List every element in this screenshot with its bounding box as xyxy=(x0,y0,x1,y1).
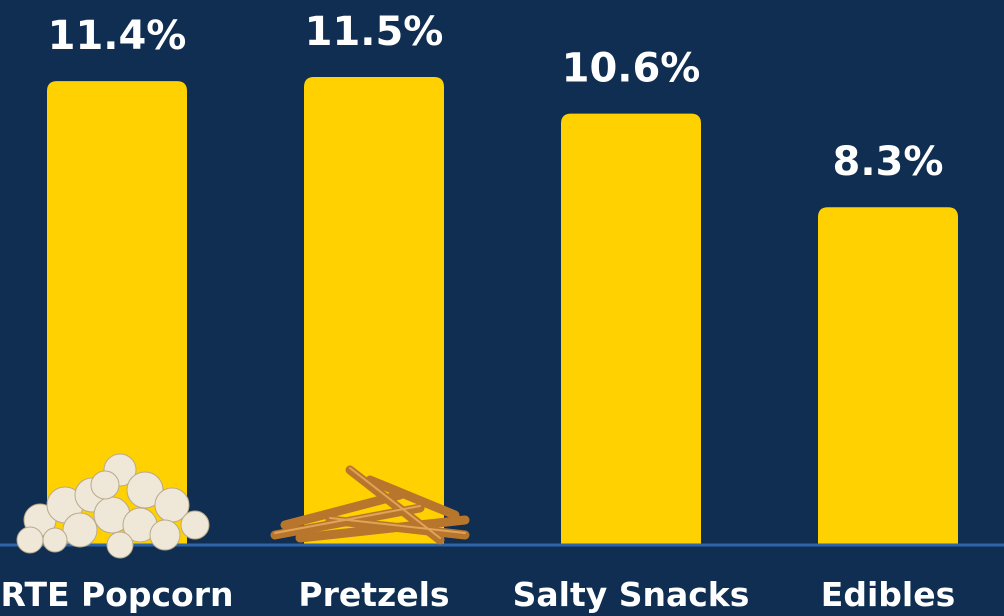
category-label: Pretzels xyxy=(298,575,449,614)
bar xyxy=(561,113,701,545)
value-label: 11.5% xyxy=(305,9,444,55)
bar xyxy=(304,77,444,545)
category-label: Salty Snacks xyxy=(513,575,750,614)
bar xyxy=(818,207,958,546)
popcorn-image xyxy=(16,453,210,559)
bars xyxy=(47,77,958,546)
value-label: 8.3% xyxy=(833,139,944,185)
category-label: RTE Popcorn xyxy=(1,575,234,614)
value-label: 10.6% xyxy=(562,46,701,92)
pretzel-image xyxy=(270,465,470,545)
labels: 11.4% RTE Popcorn 11.5% Pretzels 10.6% Salty … xyxy=(1,9,956,614)
category-label: Edibles xyxy=(821,575,955,614)
bar xyxy=(47,81,187,545)
value-label: 11.4% xyxy=(48,13,187,59)
